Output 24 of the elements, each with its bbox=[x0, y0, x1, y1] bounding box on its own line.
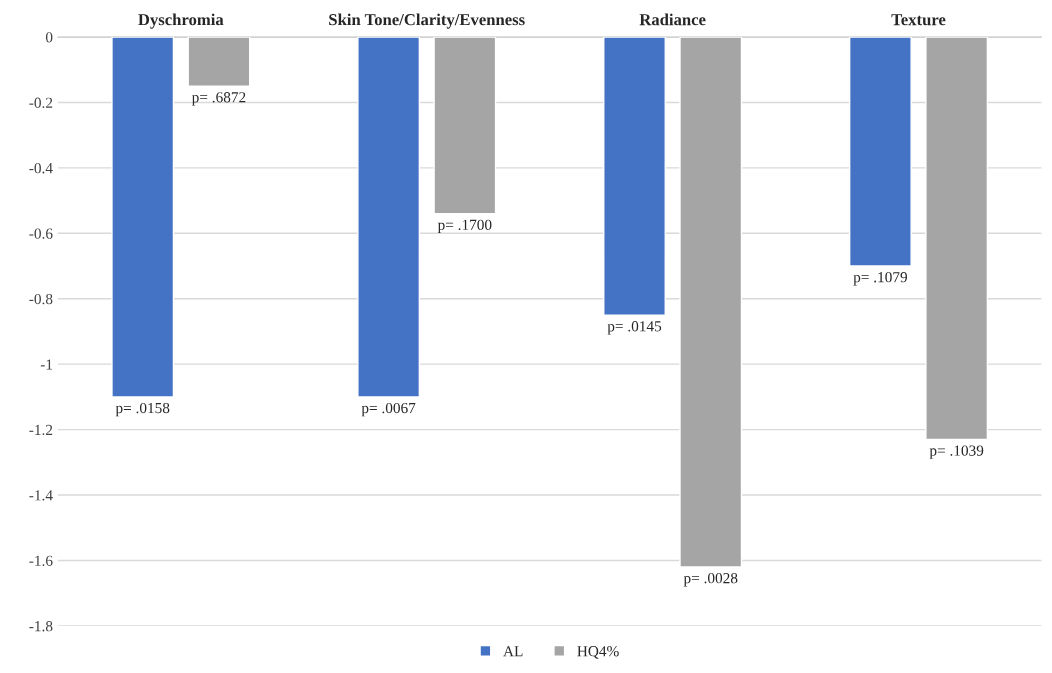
x-tick-label: Radiance bbox=[639, 13, 706, 26]
y-tick-label: 0 bbox=[45, 32, 53, 43]
y-tick-label: -1.6 bbox=[29, 555, 53, 566]
y-tick-label: -1.8 bbox=[29, 621, 53, 632]
y-tick-label: -1.2 bbox=[29, 424, 53, 436]
y-tick-label: -1 bbox=[40, 359, 53, 370]
x-tick-label: Texture bbox=[891, 14, 946, 26]
annotation: p= .1700 bbox=[437, 219, 492, 234]
y-tick-label: -0.8 bbox=[29, 293, 53, 305]
legend-label: AL bbox=[503, 646, 523, 657]
y-tick-label: -0.2 bbox=[29, 97, 53, 108]
annotation: p= .0028 bbox=[683, 573, 738, 587]
annotation: p= .0158 bbox=[115, 402, 170, 417]
legend-label: HQ4% bbox=[577, 646, 619, 659]
y-tick-label: -0.6 bbox=[29, 228, 53, 239]
annotation: p= .1039 bbox=[929, 445, 984, 459]
annotation: p= .1079 bbox=[853, 272, 908, 286]
annotation: p= .0067 bbox=[361, 402, 416, 417]
x-tick-label: Dyschromia bbox=[138, 13, 224, 29]
x-tick-label: Skin Tone/Clarity/Evenness bbox=[329, 13, 525, 29]
annotation: p= .6872 bbox=[191, 92, 246, 106]
y-tick-label: -1.4 bbox=[29, 490, 53, 501]
annotation: p= .0145 bbox=[607, 321, 662, 335]
y-tick-label: -0.4 bbox=[29, 163, 53, 174]
